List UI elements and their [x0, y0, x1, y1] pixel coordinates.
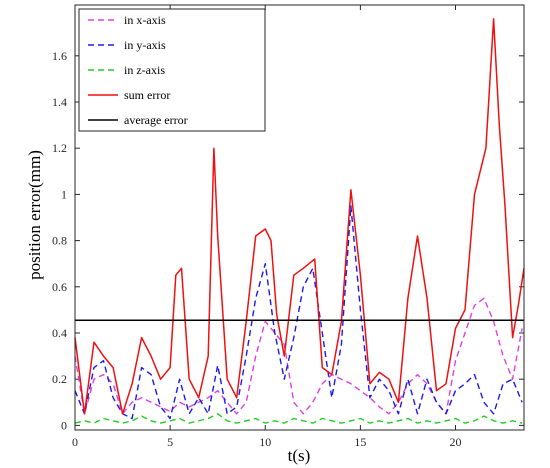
legend-entry-y-axis: in y-axis: [88, 38, 166, 52]
y-tick-label: 0.4: [52, 326, 67, 340]
y-tick-label: 0.8: [52, 234, 67, 248]
legend-label-z-axis: in z-axis: [124, 63, 165, 77]
series-layer: [74, 18, 525, 424]
legend-entry-sum-error: sum error: [88, 88, 170, 102]
series-line-sum-error: [74, 18, 525, 415]
y-tick-label: 1: [61, 187, 67, 201]
x-tick-label: 10: [259, 435, 271, 449]
legend-entry-average-error: average error: [88, 113, 188, 127]
y-tick-label: 1.4: [52, 95, 67, 109]
legend-label-average-error: average error: [124, 113, 188, 127]
plot-frame: [74, 4, 525, 431]
y-tick-label: 0: [61, 418, 67, 432]
legend-entry-x-axis: in x-axis: [88, 13, 166, 27]
legend: in x-axis in y-axis in z-axis sum error …: [78, 8, 266, 132]
series-line-in-z-axis: [74, 413, 523, 424]
y-tick-label: 0.6: [52, 280, 67, 294]
series-line-in-x-axis: [74, 297, 523, 415]
y-tick-label: 0.2: [52, 372, 67, 386]
y-tick-label: 1.2: [52, 141, 67, 155]
x-tick-label: 15: [354, 435, 366, 449]
legend-label-sum-error: sum error: [124, 88, 170, 102]
series-line-in-y-axis: [74, 205, 523, 420]
y-axis-label: position error(mm): [25, 150, 44, 280]
y-tick-label: 1.6: [52, 49, 67, 63]
x-tick-label: 0: [72, 435, 78, 449]
legend-label-y-axis: in y-axis: [124, 38, 166, 52]
x-axis-label: t(s): [288, 446, 311, 465]
x-tick-label: 5: [167, 435, 173, 449]
x-tick-label: 20: [450, 435, 462, 449]
legend-entry-z-axis: in z-axis: [88, 63, 165, 77]
x-axis-ticks: 0 5 10 15 20: [72, 5, 462, 449]
legend-label-x-axis: in x-axis: [124, 13, 166, 27]
y-axis-ticks: 0 0.2 0.4 0.6 0.8 1 1.2 1.4 1.6: [52, 49, 524, 432]
